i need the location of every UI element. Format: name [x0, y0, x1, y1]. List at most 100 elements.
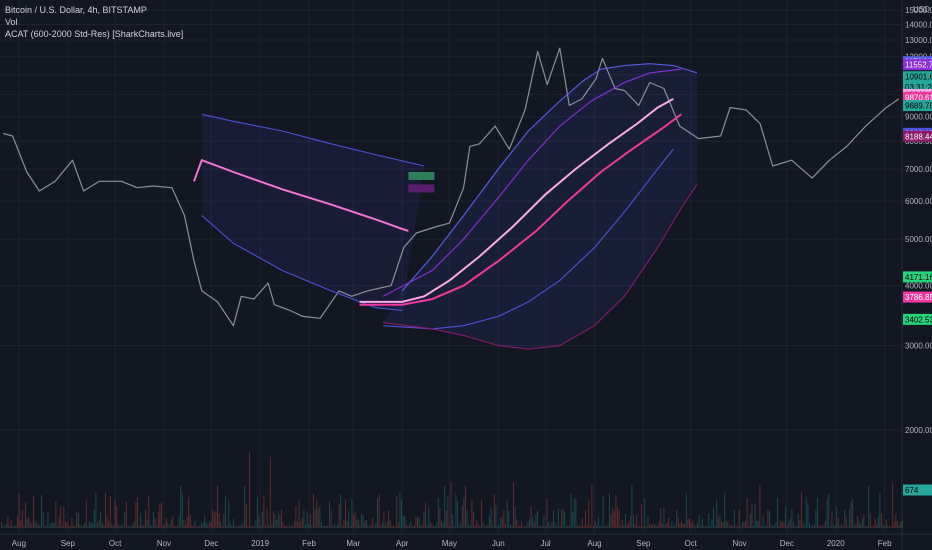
volume-bar	[300, 522, 302, 528]
time-axis[interactable]: Aug Sep Oct Nov Dec 2019 Feb Mar Apr May Jun Jul Aug…	[12, 539, 892, 548]
volume-bar	[893, 521, 895, 528]
indicator-line	[359, 98, 674, 303]
volume-bar	[730, 524, 732, 528]
volume-bar	[636, 514, 638, 528]
volume-bar	[154, 518, 156, 528]
volume-bar	[202, 522, 204, 528]
volume-bar	[100, 511, 102, 528]
volume-bar	[444, 485, 446, 528]
volume-bar	[460, 523, 462, 528]
volume-bar	[274, 514, 276, 528]
volume-bar	[484, 525, 486, 528]
volume-bar	[778, 525, 780, 528]
volume-bar	[391, 525, 393, 528]
volume-bar	[445, 510, 447, 528]
volume-bar	[185, 524, 186, 528]
volume-bar	[626, 525, 628, 528]
volume-bar	[125, 501, 127, 528]
volume-bar	[791, 509, 793, 528]
volume-bar	[837, 517, 839, 528]
volume-bar	[92, 523, 94, 528]
volume-bar	[681, 521, 682, 528]
volume-bar	[375, 522, 377, 528]
volume-bar	[330, 510, 332, 528]
volume-bar	[164, 524, 166, 528]
volume-bar	[637, 525, 639, 528]
volume-bar	[253, 525, 255, 528]
volume-bar	[369, 525, 370, 528]
price-tag-label: 10901.60	[905, 73, 932, 82]
volume-bar	[801, 492, 802, 528]
volume-bar	[367, 525, 369, 528]
volume-bar	[151, 525, 153, 528]
volume-bar	[266, 508, 268, 528]
price-tick-label: 15000.00	[905, 6, 932, 15]
volume-bar	[434, 525, 436, 528]
volume-bar	[311, 525, 313, 528]
volume-bar	[357, 519, 359, 528]
volume-bar	[53, 522, 55, 528]
volume-bar	[581, 518, 583, 528]
volume-bar	[879, 493, 881, 528]
volume-bar	[197, 525, 199, 528]
volume-bar	[453, 525, 455, 528]
price-tag-background	[903, 130, 932, 142]
volume-bar	[121, 525, 122, 528]
volume-bar	[442, 522, 444, 528]
volume-bar	[290, 525, 292, 528]
volume-bar	[37, 525, 39, 528]
volume-bar	[437, 498, 439, 528]
volume-bar	[661, 523, 663, 528]
indicator-legend[interactable]: ACAT (600-2000 Std-Res) [SharkCharts.liv…	[5, 29, 184, 39]
price-tick-label: 3000.00	[905, 342, 932, 351]
volume-bar	[337, 524, 338, 528]
symbol-title[interactable]: Bitcoin / U.S. Dollar, 4h, BITSTAMP	[5, 5, 147, 15]
volume-bar	[321, 522, 322, 528]
volume-bar	[890, 525, 892, 528]
volume-legend[interactable]: Vol	[5, 17, 18, 27]
volume-bar	[132, 524, 134, 528]
volume-bar	[833, 524, 834, 528]
volume-bar	[650, 524, 652, 528]
volume-bar	[628, 522, 630, 528]
volume-bar	[361, 513, 362, 528]
volume-bar	[660, 508, 662, 528]
volume-bar	[141, 525, 143, 528]
price-tag-label: 4171.16	[905, 273, 932, 282]
volume-bar	[228, 500, 230, 528]
volume-bar	[761, 525, 762, 528]
volume-bar	[101, 523, 103, 528]
volume-bar	[338, 503, 340, 528]
price-tag: 8188.44	[903, 130, 932, 142]
volume-bar	[421, 525, 423, 528]
volume-bar	[506, 500, 508, 528]
volume-bar	[865, 525, 866, 528]
volume-bar	[20, 520, 22, 528]
volume-bar	[117, 523, 119, 528]
volume-bar	[468, 524, 470, 528]
volume-bar	[268, 525, 270, 528]
volume-bar	[476, 520, 478, 528]
volume-bar	[594, 521, 596, 528]
time-tick-label: 2020	[827, 539, 845, 548]
price-tag-label: 9870.61	[905, 93, 932, 102]
volume-bar	[652, 525, 654, 528]
volume-bar	[386, 522, 388, 528]
volume-bar	[471, 499, 473, 528]
volume-bar	[770, 523, 772, 528]
volume-bar	[108, 521, 110, 528]
volume-bar	[527, 521, 529, 528]
volume-bar	[677, 516, 679, 528]
volume-bar	[449, 525, 450, 528]
volume-bar	[169, 524, 170, 528]
volume-bar	[493, 493, 495, 528]
time-tick-label: Jun	[492, 539, 505, 548]
indicator-series	[193, 63, 698, 350]
volume-bar	[380, 525, 382, 528]
volume-bar	[821, 525, 823, 528]
price-tag-background	[903, 484, 932, 496]
volume-bar	[580, 525, 582, 528]
volume-bar	[388, 510, 390, 528]
volume-bar	[773, 524, 775, 528]
